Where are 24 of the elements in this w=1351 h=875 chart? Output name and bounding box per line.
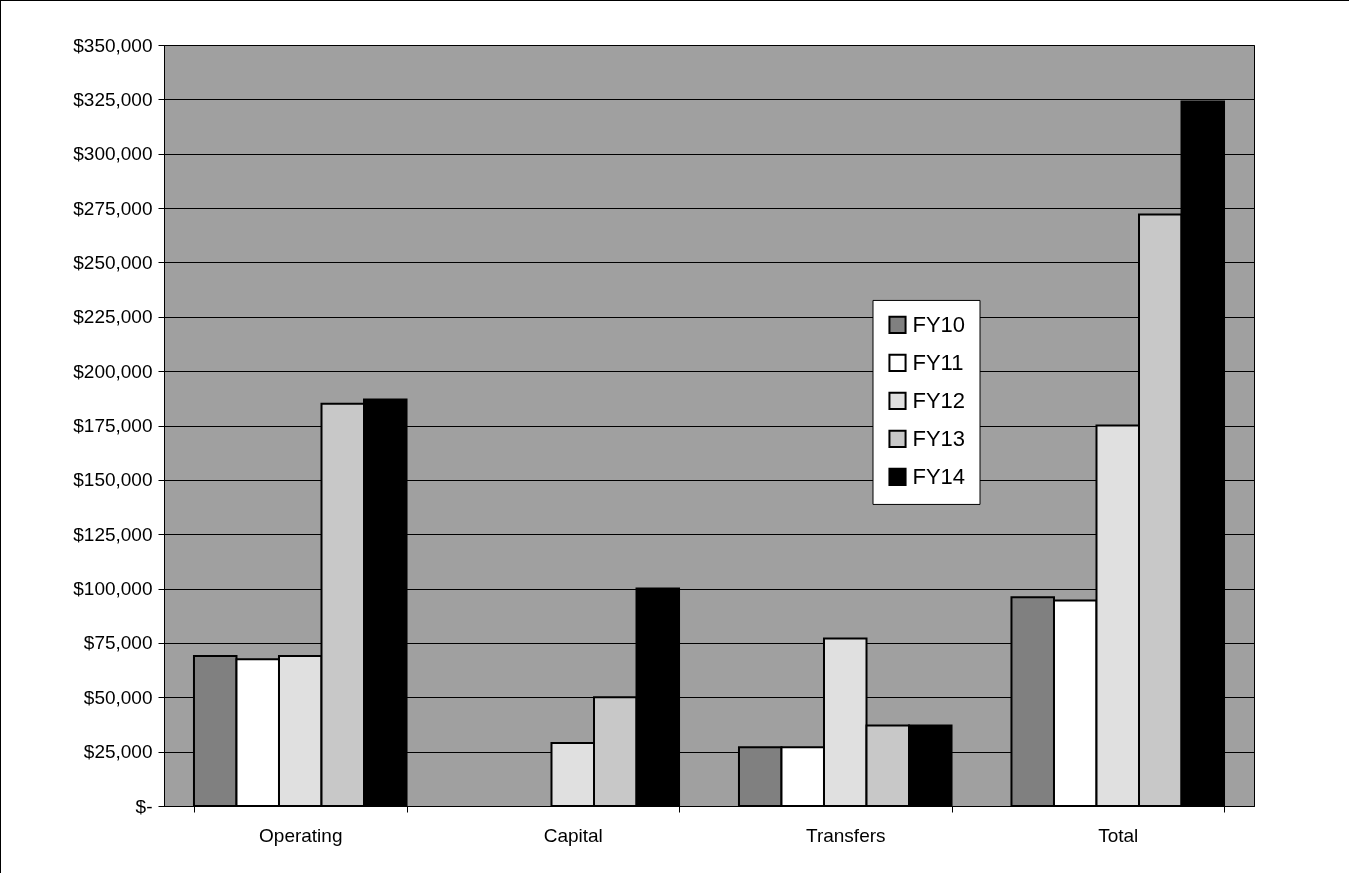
y-tick-label: $75,000 [83,632,153,654]
legend-label: FY14 [912,463,966,489]
y-tick-label: $25,000 [83,741,153,763]
legend-label: FY11 [912,349,964,375]
legend-label: FY12 [912,387,966,413]
y-tick-label: $250,000 [73,251,153,273]
x-tick-label: Capital [543,824,603,846]
y-tick-label: $150,000 [73,469,153,491]
legend-label: FY10 [912,311,966,337]
legend-label: FY13 [912,425,966,451]
y-tick-label: $200,000 [73,360,153,382]
x-tick-label: Transfers [805,824,886,846]
y-tick-label: $350,000 [73,34,153,56]
x-tick-label: Operating [259,824,343,846]
x-tick-label: Total [1098,824,1139,846]
y-tick-label: $325,000 [73,88,153,110]
y-tick-label: $225,000 [73,306,153,328]
y-tick-label: $175,000 [73,415,153,436]
y-tick-label: $100,000 [73,578,153,600]
y-tick-label: $125,000 [73,523,153,545]
y-tick-label: $300,000 [73,143,153,165]
y-tick-label: $275,000 [73,197,153,219]
y-tick-label: $50,000 [83,686,153,708]
y-tick-label: $- [135,795,153,817]
